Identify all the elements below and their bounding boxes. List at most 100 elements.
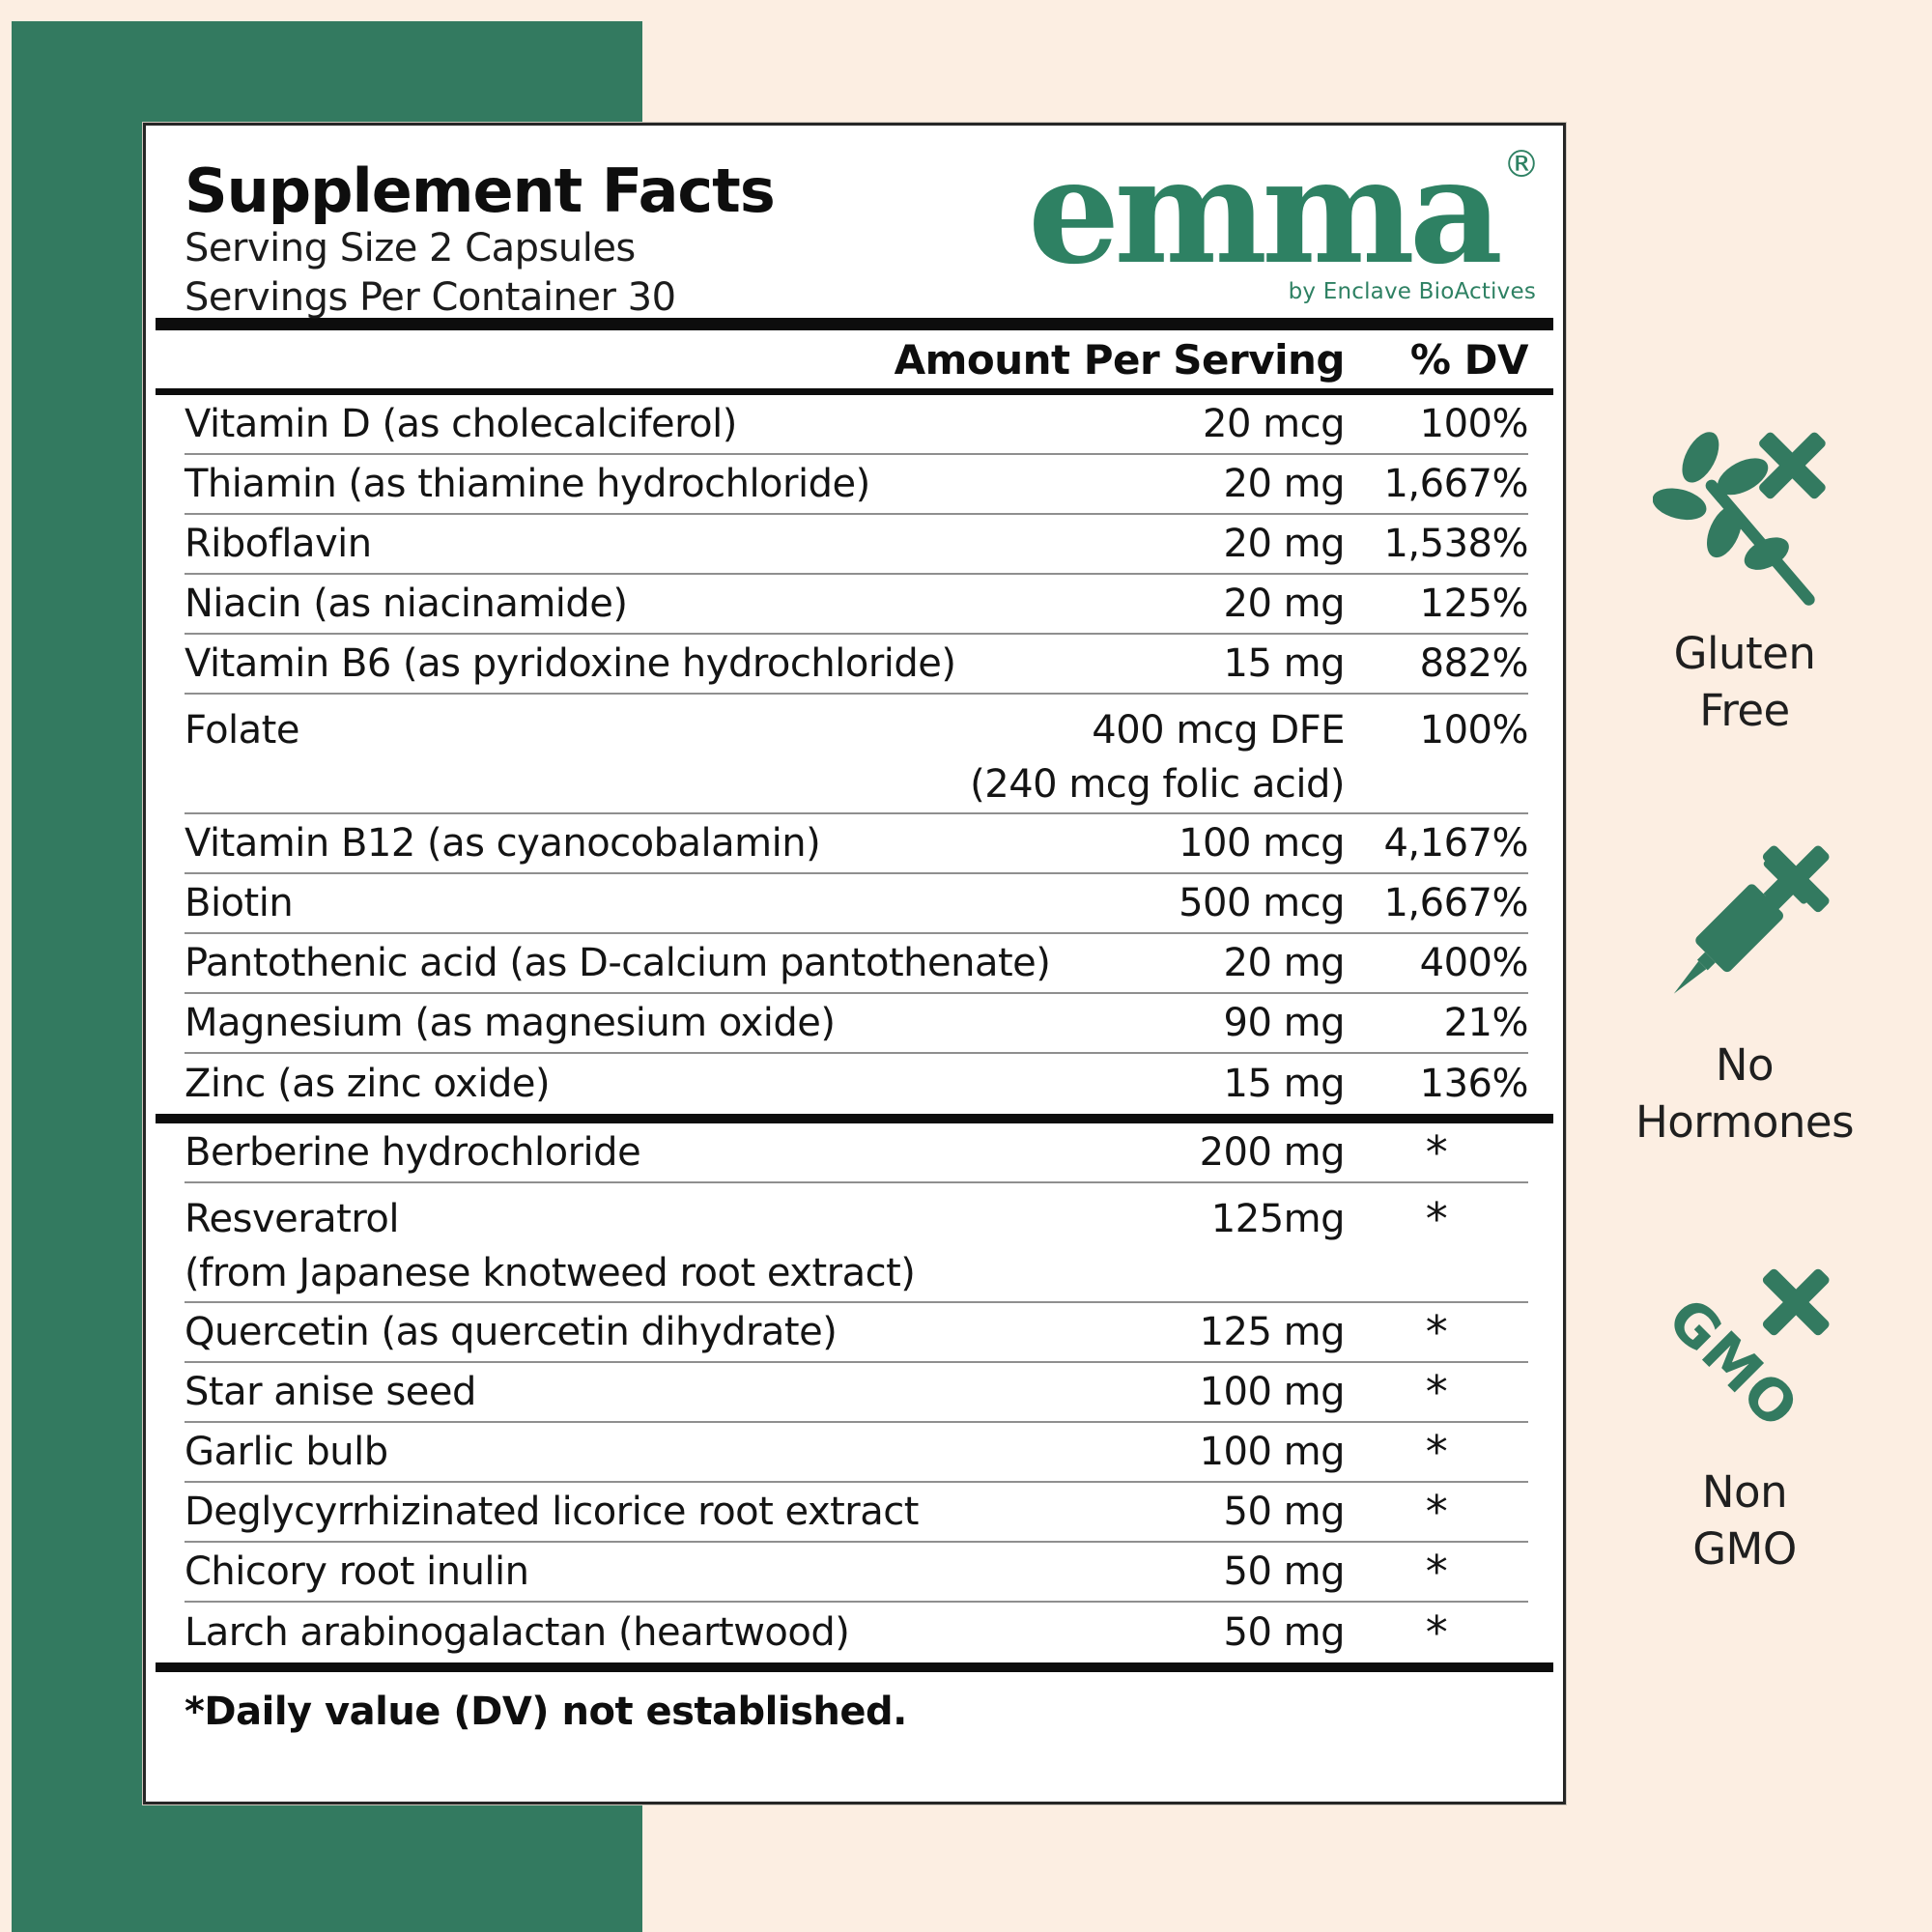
ingredient-amount: 100 mg bbox=[1199, 1430, 1346, 1474]
percent-dv-header: % DV bbox=[1409, 335, 1529, 384]
table-row: Vitamin B6 (as pyridoxine hydrochloride)… bbox=[185, 635, 1529, 695]
ingredient-name-detail: (from Japanese knotweed root extract) bbox=[185, 1251, 916, 1295]
ingredient-name: Folate bbox=[185, 708, 299, 753]
ingredient-name: Magnesium (as magnesium oxide) bbox=[185, 1001, 836, 1045]
ingredient-name: Niacin (as niacinamide) bbox=[185, 582, 628, 626]
table-row: Vitamin D (as cholecalciferol) 20 mcg 10… bbox=[185, 395, 1529, 455]
ingredient-name: Riboflavin bbox=[185, 522, 372, 566]
botanicals-section: Berberine hydrochloride 200 mg * Resvera… bbox=[156, 1123, 1553, 1662]
ingredient-daily-value: * bbox=[1425, 1546, 1448, 1598]
ingredient-amount: 20 mg bbox=[1223, 522, 1346, 566]
non-gmo-badge: GMO Non GMO bbox=[1594, 1265, 1895, 1577]
table-row: Quercetin (as quercetin dihydrate) 125 m… bbox=[185, 1303, 1528, 1363]
ingredient-amount: 90 mg bbox=[1223, 1001, 1346, 1045]
section-divider-bar bbox=[156, 1114, 1553, 1123]
table-row: Chicory root inulin 50 mg * bbox=[185, 1543, 1528, 1603]
ingredient-name: Zinc (as zinc oxide) bbox=[185, 1062, 551, 1106]
ingredient-name: Berberine hydrochloride bbox=[185, 1130, 641, 1175]
ingredient-name: Larch arabinogalactan (heartwood) bbox=[185, 1610, 850, 1655]
ingredient-name: Quercetin (as quercetin dihydrate) bbox=[185, 1310, 838, 1354]
registered-trademark-icon: ® bbox=[1503, 143, 1540, 185]
supplement-facts-title: Supplement Facts bbox=[185, 156, 776, 226]
table-row: Larch arabinogalactan (heartwood) 50 mg … bbox=[185, 1603, 1528, 1662]
gluten-free-label: Gluten Free bbox=[1673, 628, 1816, 736]
syringe-crossed-icon bbox=[1673, 845, 1830, 994]
table-row: Niacin (as niacinamide) 20 mg 125% bbox=[185, 575, 1529, 635]
table-row: Berberine hydrochloride 200 mg * bbox=[185, 1123, 1528, 1183]
table-row: Magnesium (as magnesium oxide) 90 mg 21% bbox=[185, 994, 1529, 1054]
ingredient-daily-value: * bbox=[1425, 1486, 1448, 1538]
ingredient-amount: 50 mg bbox=[1223, 1610, 1346, 1655]
ingredient-name: Thiamin (as thiamine hydrochloride) bbox=[185, 462, 870, 506]
table-row: Folate 400 mcg DFE (240 mcg folic acid) … bbox=[185, 695, 1529, 814]
ingredient-daily-value: 100% bbox=[1419, 402, 1529, 446]
amount-per-serving-header: Amount Per Serving bbox=[894, 335, 1346, 384]
emma-brand-logo: emma ® by Enclave BioActives bbox=[1028, 139, 1540, 304]
table-row: Star anise seed 100 mg * bbox=[185, 1363, 1528, 1423]
ingredient-daily-value: 1,538% bbox=[1383, 522, 1528, 566]
ingredient-name: Vitamin B12 (as cyanocobalamin) bbox=[185, 821, 821, 866]
table-row: Garlic bulb 100 mg * bbox=[185, 1423, 1528, 1483]
no-hormones-label: No Hormones bbox=[1634, 1039, 1855, 1148]
table-row: Pantothenic acid (as D-calcium pantothen… bbox=[185, 934, 1529, 994]
daily-value-footnote: *Daily value (DV) not established. bbox=[185, 1690, 907, 1734]
ingredient-daily-value: 21% bbox=[1443, 1001, 1529, 1045]
ingredient-amount: 400 mcg DFE bbox=[1092, 708, 1345, 753]
table-column-header: Amount Per Serving % DV bbox=[185, 330, 1529, 388]
wheat-crossed-icon bbox=[1653, 432, 1826, 606]
ingredient-daily-value: 4,167% bbox=[1383, 821, 1528, 866]
ingredient-amount: 100 mcg bbox=[1179, 821, 1345, 866]
ingredient-name: Biotin bbox=[185, 881, 294, 925]
panel-header: Supplement Facts Serving Size 2 Capsules… bbox=[156, 126, 1553, 320]
ingredient-daily-value: * bbox=[1425, 1193, 1448, 1245]
ingredient-daily-value: * bbox=[1425, 1306, 1448, 1358]
column-header-divider-bar bbox=[156, 388, 1553, 395]
header-divider-bar bbox=[156, 318, 1553, 330]
ingredient-name: Vitamin B6 (as pyridoxine hydrochloride) bbox=[185, 641, 956, 686]
table-row: Riboflavin 20 mg 1,538% bbox=[185, 515, 1529, 575]
brand-tagline: by Enclave BioActives bbox=[1288, 279, 1536, 304]
ingredient-daily-value: 882% bbox=[1419, 641, 1529, 686]
brand-wordmark: emma bbox=[1027, 127, 1503, 297]
table-row: Thiamin (as thiamine hydrochloride) 20 m… bbox=[185, 455, 1529, 515]
table-row: Vitamin B12 (as cyanocobalamin) 100 mcg … bbox=[185, 814, 1529, 874]
ingredient-amount: 100 mg bbox=[1199, 1370, 1346, 1414]
ingredient-daily-value: * bbox=[1425, 1426, 1448, 1478]
supplement-facts-panel: Supplement Facts Serving Size 2 Capsules… bbox=[143, 123, 1566, 1804]
ingredient-name: Vitamin D (as cholecalciferol) bbox=[185, 402, 737, 446]
table-row: Biotin 500 mcg 1,667% bbox=[185, 874, 1529, 934]
ingredient-daily-value: * bbox=[1425, 1366, 1448, 1418]
vitamins-section: Vitamin D (as cholecalciferol) 20 mcg 10… bbox=[156, 395, 1553, 1114]
footnote-divider-bar bbox=[156, 1662, 1553, 1672]
ingredient-amount: 50 mg bbox=[1223, 1490, 1346, 1534]
ingredient-daily-value: 100% bbox=[1419, 708, 1529, 753]
ingredient-daily-value: 1,667% bbox=[1383, 881, 1528, 925]
ingredient-name: Star anise seed bbox=[185, 1370, 476, 1414]
ingredient-amount: 20 mg bbox=[1223, 941, 1346, 985]
ingredient-name: Pantothenic acid (as D-calcium pantothen… bbox=[185, 941, 1051, 985]
no-hormones-badge: No Hormones bbox=[1594, 838, 1895, 1151]
ingredient-daily-value: 125% bbox=[1419, 582, 1529, 626]
ingredient-name: Resveratrol bbox=[185, 1197, 400, 1241]
ingredient-amount: 125 mg bbox=[1199, 1310, 1346, 1354]
ingredient-amount: 200 mg bbox=[1199, 1130, 1346, 1175]
ingredient-daily-value: * bbox=[1425, 1606, 1448, 1659]
ingredient-amount: 15 mg bbox=[1223, 1062, 1346, 1106]
ingredient-amount: 125mg bbox=[1210, 1197, 1346, 1241]
ingredient-amount: 500 mcg bbox=[1179, 881, 1345, 925]
gmo-crossed-icon: GMO bbox=[1655, 1268, 1830, 1441]
table-row: Deglycyrrhizinated licorice root extract… bbox=[185, 1483, 1528, 1543]
table-row: Zinc (as zinc oxide) 15 mg 136% bbox=[185, 1054, 1529, 1114]
ingredient-daily-value: 136% bbox=[1419, 1062, 1529, 1106]
ingredient-amount: 15 mg bbox=[1223, 641, 1346, 686]
ingredient-name: Garlic bulb bbox=[185, 1430, 388, 1474]
ingredient-amount: 20 mg bbox=[1223, 582, 1346, 626]
serving-size-line: Serving Size 2 Capsules bbox=[185, 226, 636, 271]
ingredient-amount-detail: (240 mcg folic acid) bbox=[970, 762, 1345, 807]
ingredient-name: Chicory root inulin bbox=[185, 1549, 529, 1594]
ingredient-amount: 20 mcg bbox=[1203, 402, 1345, 446]
ingredient-daily-value: 1,667% bbox=[1383, 462, 1528, 506]
ingredient-daily-value: 400% bbox=[1419, 941, 1529, 985]
servings-per-container-line: Servings Per Container 30 bbox=[185, 275, 676, 321]
